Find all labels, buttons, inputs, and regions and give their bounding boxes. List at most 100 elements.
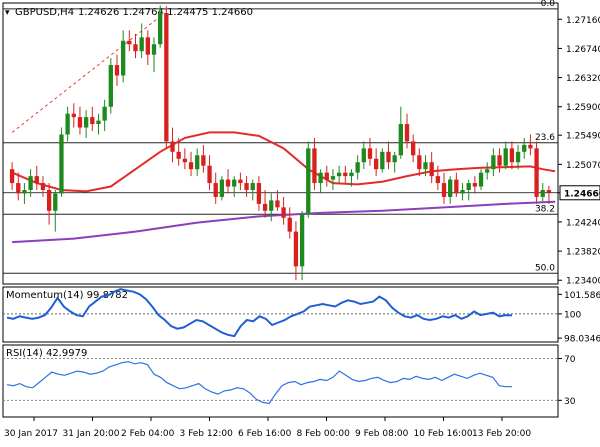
momentum-tick-label: 100 <box>564 310 581 320</box>
rsi-tick-label: 30 <box>564 397 576 407</box>
candle-body <box>83 117 89 128</box>
price-tick-label: 1.24240 <box>566 218 600 228</box>
candle-body <box>225 179 231 187</box>
fib-level-label: 23.6 <box>535 133 555 143</box>
candle-body <box>361 148 366 163</box>
symbol-label: GBPUSD,H4 <box>15 7 74 18</box>
candle-body <box>330 176 336 180</box>
candle-body <box>96 120 101 125</box>
candle-body <box>145 37 150 55</box>
candle-body <box>423 162 428 170</box>
candle-body <box>540 190 545 197</box>
price-tick-label: 1.25070 <box>566 161 600 171</box>
rsi-pane-frame <box>2 344 559 418</box>
candle-body <box>355 162 360 173</box>
candle-body <box>454 179 459 194</box>
candle-body <box>170 141 175 152</box>
current-price-label: 1.24660 <box>564 189 600 199</box>
candles <box>9 5 552 281</box>
x-tick-label: 2 Feb 04:00 <box>121 429 175 439</box>
fib-level-label: 50.0 <box>535 263 555 273</box>
candle-body <box>213 183 218 197</box>
candle-body <box>22 190 27 194</box>
candle-body <box>65 113 70 135</box>
x-tick-label: 30 Jan 2017 <box>4 429 58 439</box>
candle-body <box>478 172 484 187</box>
candle-body <box>367 148 373 159</box>
x-tick-label: 8 Feb 00:00 <box>297 429 351 439</box>
candle-body <box>509 148 515 163</box>
candle-body <box>441 183 447 197</box>
symbol-menu-icon[interactable]: ▾ <box>5 8 10 18</box>
candle-body <box>164 13 169 142</box>
x-tick-label: 6 Feb 16:00 <box>238 429 292 439</box>
candle-body <box>77 117 83 128</box>
candle-body <box>250 183 255 190</box>
candle-body <box>182 158 188 163</box>
candle-body <box>244 183 249 190</box>
candle-body <box>90 117 95 125</box>
x-tick-label: 31 Jan 20:00 <box>63 429 120 439</box>
candle-body <box>343 172 348 177</box>
candle-body <box>102 106 107 121</box>
candle-body <box>281 207 286 218</box>
fib-level-label: 38.2 <box>535 204 555 214</box>
candle-body <box>411 141 416 156</box>
x-tick-label: 3 Feb 12:00 <box>180 429 234 439</box>
price-tick-label: 1.23400 <box>566 277 600 287</box>
candle-body <box>238 179 243 184</box>
candle-body <box>59 134 64 194</box>
candle-body <box>336 172 342 177</box>
candle-body <box>386 151 391 163</box>
candle-body <box>195 155 200 170</box>
candle-body <box>448 179 453 197</box>
candle-body <box>349 172 354 177</box>
price-tick-label: 1.27160 <box>566 16 600 26</box>
momentum-tick-label: 98.0346 <box>564 335 600 345</box>
candle-body <box>34 176 39 184</box>
candle-body <box>312 148 317 184</box>
candle-body <box>133 44 138 52</box>
ohlc-values: 1.24626 1.24764 1.24475 1.24660 <box>78 7 253 18</box>
candle-body <box>71 113 76 118</box>
candle-body <box>515 151 521 163</box>
candle-body <box>188 162 194 170</box>
candle-body <box>392 155 397 163</box>
candle-body <box>232 179 237 187</box>
candle-body <box>522 144 527 152</box>
x-axis-labels: 30 Jan 2017 31 Jan 20:00 2 Feb 04:00 3 Feb … <box>4 417 531 439</box>
candle-body <box>380 151 385 170</box>
candle-body <box>299 214 305 267</box>
candle-body <box>269 200 274 211</box>
price-pane-frame <box>2 2 559 285</box>
candle-body <box>373 158 379 170</box>
candle-body <box>262 203 268 211</box>
candle-body <box>460 190 465 194</box>
x-tick-label: 9 Feb 08:00 <box>355 429 409 439</box>
momentum-title: Momentum(14) 99.8782 <box>6 290 128 301</box>
candle-body <box>546 190 552 193</box>
candle-body <box>40 183 46 190</box>
candle-body <box>306 148 311 215</box>
candle-body <box>151 44 157 55</box>
momentum-indicator: 101.5864 100 98.0346 <box>3 288 600 345</box>
rsi-title: RSI(14) 42.9979 <box>6 348 87 359</box>
candle-body <box>472 183 478 187</box>
candle-body <box>9 169 15 184</box>
x-tick-label: 10 Feb 16:00 <box>414 429 473 439</box>
candle-body <box>219 179 225 197</box>
candle-body <box>275 200 280 208</box>
rsi-tick-label: 70 <box>564 355 576 365</box>
candle-body <box>120 40 126 76</box>
candle-body <box>256 183 262 204</box>
momentum-tick-label: 101.5864 <box>564 291 600 301</box>
candle-body <box>429 162 434 177</box>
price-tick-label: 1.26320 <box>566 74 600 84</box>
candle-body <box>485 169 490 173</box>
candle-body <box>398 124 403 156</box>
candle-body <box>158 13 163 45</box>
candle-body <box>201 155 206 166</box>
candle-body <box>114 65 120 76</box>
candle-body <box>435 176 441 184</box>
